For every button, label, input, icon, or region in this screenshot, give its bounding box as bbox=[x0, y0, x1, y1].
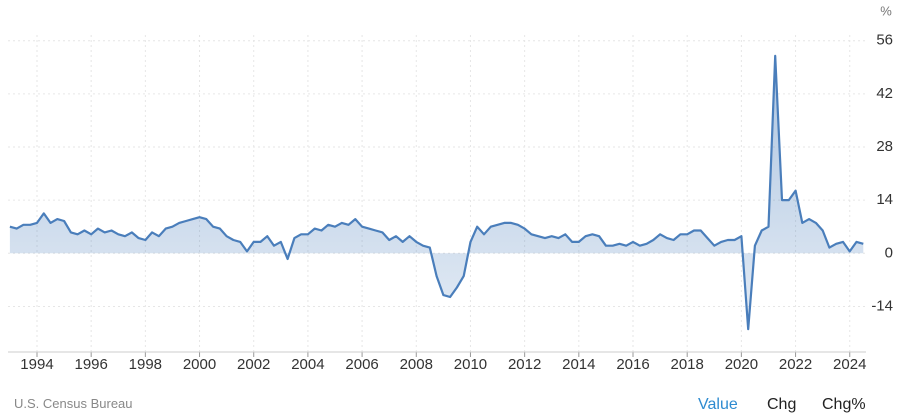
x-tick-label: 2024 bbox=[833, 356, 866, 373]
x-tick-label: 1998 bbox=[129, 356, 162, 373]
y-tick-label: -14 bbox=[871, 297, 893, 314]
line bbox=[9, 54, 864, 331]
x-tick-label: 2000 bbox=[183, 356, 216, 373]
chart: % -14 0 14 28 42 56 1994 1996 1998 2000 2002 2004 20… bbox=[8, 3, 893, 373]
x-tick-label: 2012 bbox=[508, 356, 541, 373]
x-tick-label: 1996 bbox=[74, 356, 107, 373]
x-tick-label: 2002 bbox=[237, 356, 270, 373]
x-tick-label: 1994 bbox=[20, 356, 53, 373]
x-tick-label: 2006 bbox=[345, 356, 378, 373]
x-tick-label: 2016 bbox=[616, 356, 649, 373]
x-tick-label: 2020 bbox=[725, 356, 758, 373]
tab-chg-pct[interactable]: Chg% bbox=[822, 396, 866, 413]
x-tick-label: 2004 bbox=[291, 356, 324, 373]
y-tick-label: 0 bbox=[885, 244, 893, 261]
area-fill bbox=[9, 55, 864, 330]
x-tick-label: 2008 bbox=[400, 356, 433, 373]
tab-chg[interactable]: Chg bbox=[767, 396, 797, 413]
unit-label: % bbox=[880, 3, 892, 18]
x-tick-label: 2022 bbox=[779, 356, 812, 373]
x-tick-label: 2018 bbox=[671, 356, 704, 373]
y-tick-label: 14 bbox=[876, 191, 893, 208]
x-tick-label: 2014 bbox=[562, 356, 595, 373]
tab-value[interactable]: Value bbox=[698, 396, 738, 413]
y-tick-label: 28 bbox=[876, 138, 893, 155]
source: U.S. Census Bureau bbox=[14, 396, 133, 411]
y-tick-label: 56 bbox=[876, 32, 893, 49]
y-tick-label: 42 bbox=[876, 85, 893, 102]
x-tick-label: 2010 bbox=[454, 356, 487, 373]
